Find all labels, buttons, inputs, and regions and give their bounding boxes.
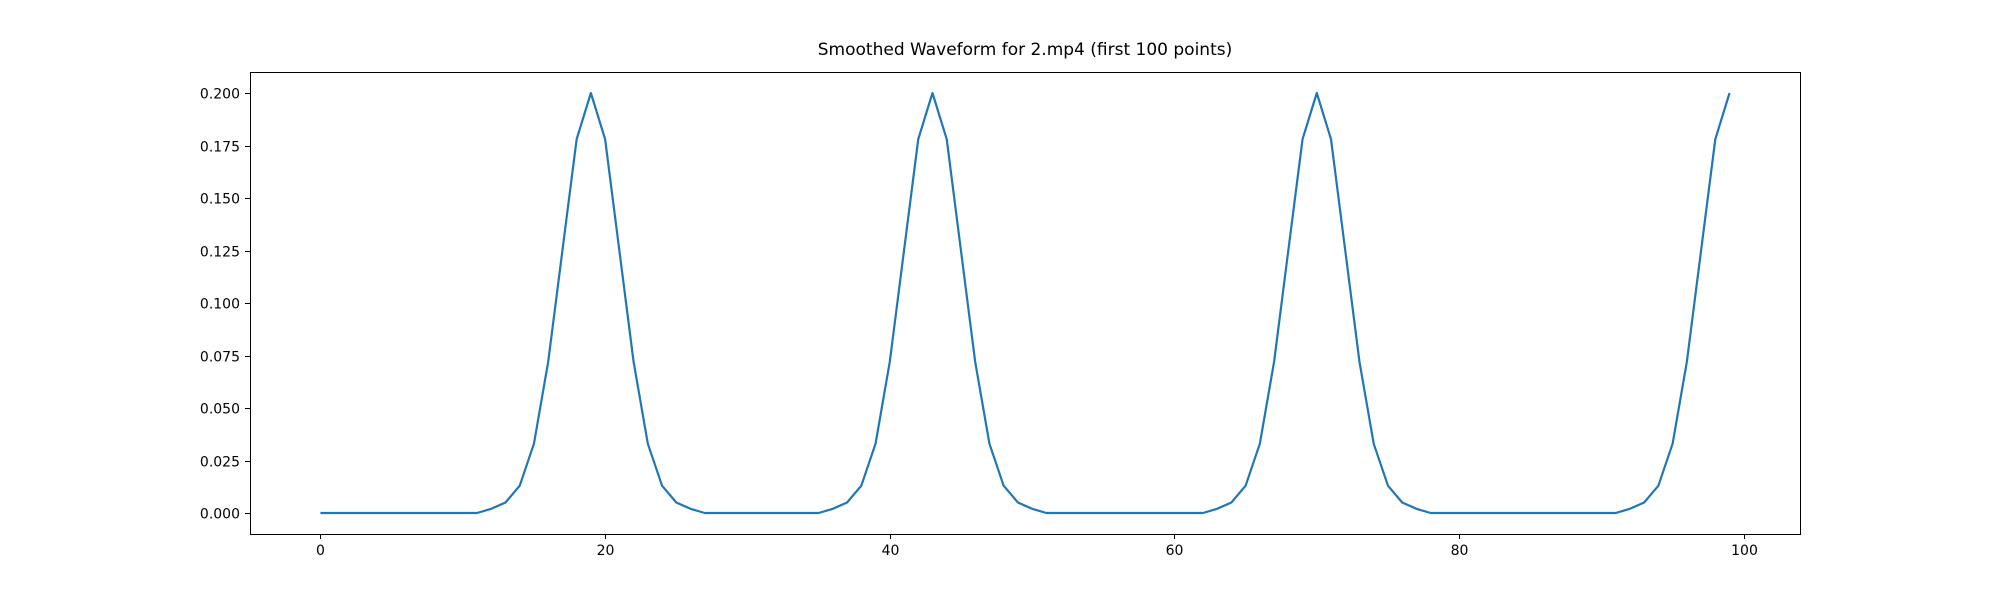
plot-border (250, 72, 1801, 535)
chart-title: Smoothed Waveform for 2.mp4 (first 100 p… (817, 40, 1233, 60)
y-tick-label: 0.125 (200, 245, 240, 261)
x-tick-label: 60 (1166, 543, 1184, 559)
x-tick-label: 100 (1731, 543, 1758, 559)
y-tick-label: 0.000 (200, 507, 240, 523)
x-tick-label: 20 (597, 543, 615, 559)
x-tick-label: 0 (316, 543, 325, 559)
y-tick-label: 0.150 (200, 192, 240, 208)
y-tick-label: 0.175 (200, 140, 240, 156)
y-tick-label: 0.050 (200, 402, 240, 418)
y-tick-label: 0.100 (200, 297, 240, 313)
y-tick-label: 0.075 (200, 350, 240, 366)
waveform-line (320, 91, 1731, 515)
y-tick-label: 0.025 (200, 455, 240, 471)
x-tick-label: 40 (882, 543, 900, 559)
x-tick-label: 80 (1451, 543, 1469, 559)
y-tick-label: 0.200 (200, 87, 240, 103)
